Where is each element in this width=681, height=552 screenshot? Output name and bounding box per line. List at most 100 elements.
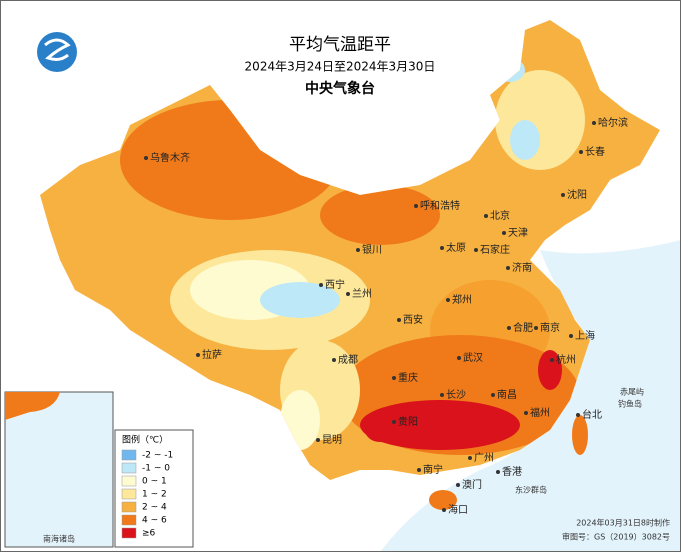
legend-label: -2 ~ -1	[142, 451, 173, 461]
city-dot	[414, 204, 418, 208]
city-dot	[196, 353, 200, 357]
city-label: 沈阳	[567, 188, 587, 201]
city-dot	[550, 358, 554, 362]
legend-label: ≥6	[142, 529, 156, 539]
title: 平均气温距平	[289, 35, 391, 55]
date-range: 2024年3月24日至2024年3月30日	[245, 60, 436, 74]
inset-land	[5, 392, 60, 420]
city-label: 南昌	[497, 388, 517, 401]
city-label: 天津	[508, 227, 528, 239]
city-label: 石家庄	[480, 243, 510, 256]
city-dot	[392, 376, 396, 380]
legend-swatch	[121, 488, 137, 500]
city-dot	[507, 326, 511, 330]
city-label: 昆明	[322, 434, 342, 446]
city-label: 重庆	[398, 371, 418, 384]
legend-title: 图例（℃）	[122, 434, 168, 446]
legend-swatch	[121, 514, 137, 526]
city-label: 广州	[474, 452, 494, 464]
city-dot	[316, 438, 320, 442]
city-dot	[491, 393, 495, 397]
city-dot	[496, 470, 500, 474]
city-dot	[592, 121, 596, 125]
city-dot	[417, 468, 421, 472]
city-label: 济南	[512, 261, 532, 274]
city-dot	[579, 150, 583, 154]
city-label: 拉萨	[202, 348, 222, 361]
city-label: 兰州	[352, 287, 372, 300]
city-dot	[319, 283, 323, 287]
city-label: 哈尔滨	[598, 116, 628, 129]
city-label: 海口	[448, 503, 468, 516]
inset-box	[4, 391, 114, 548]
city-label: 福州	[530, 406, 550, 419]
city-label: 合肥	[513, 321, 533, 334]
city-label: 西安	[403, 313, 423, 326]
city-label: 郑州	[452, 293, 472, 306]
city-label: 银川	[362, 243, 382, 256]
island-label: 东沙群岛	[515, 485, 547, 495]
legend-label: 4 ~ 6	[142, 516, 167, 526]
taiwan	[572, 415, 588, 455]
city-label: 呼和浩特	[420, 200, 460, 212]
city-dot	[468, 456, 472, 460]
city-label: 南宁	[423, 463, 443, 476]
legend-label: 2 ~ 4	[142, 503, 167, 513]
legend-label: 1 ~ 2	[142, 490, 167, 500]
city-label: 杭州	[556, 353, 576, 366]
legend-swatch	[121, 462, 137, 474]
city-dot	[569, 334, 573, 338]
city-dot	[392, 420, 396, 424]
city-label: 台北	[582, 408, 602, 421]
city-dot	[457, 356, 461, 360]
legend-label: -1 ~ 0	[142, 464, 170, 474]
legend-swatch	[121, 449, 137, 461]
city-dot	[456, 483, 460, 487]
city-dot	[576, 413, 580, 417]
city-label: 太原	[446, 241, 466, 254]
city-label: 澳门	[462, 478, 482, 491]
city-label: 北京	[490, 209, 510, 222]
agency: 中央气象台	[305, 80, 375, 97]
footer-approval: 审图号：GS（2019）3082号	[562, 532, 670, 542]
island-label: 赤尾屿	[620, 388, 644, 397]
city-label: 成都	[338, 354, 358, 366]
city-dot	[332, 358, 336, 362]
city-label: 武汉	[463, 351, 483, 364]
city-dot	[502, 231, 506, 235]
city-dot	[474, 248, 478, 252]
city-label: 贵阳	[398, 415, 418, 428]
city-dot	[442, 508, 446, 512]
legend-label: 0 ~ 1	[142, 477, 167, 487]
city-label: 南京	[540, 321, 560, 334]
city-dot	[440, 246, 444, 250]
hainan	[429, 490, 457, 510]
city-dot	[446, 298, 450, 302]
inset-label: 南海诸岛	[43, 534, 75, 544]
city-dot	[506, 266, 510, 270]
city-dot	[346, 292, 350, 296]
legend-swatch	[121, 501, 137, 513]
city-dot	[440, 393, 444, 397]
city-label: 香港	[502, 466, 522, 478]
city-dot	[524, 411, 528, 415]
city-label: 上海	[575, 329, 595, 342]
city-dot	[397, 318, 401, 322]
city-label: 长沙	[446, 389, 466, 401]
city-dot	[144, 156, 148, 160]
island-label: 钓鱼岛	[618, 399, 642, 409]
footer-made: 2024年03月31日8时制作	[576, 518, 670, 528]
logo-mark	[44, 38, 71, 61]
legend-swatch	[121, 527, 137, 539]
city-label: 长春	[585, 146, 605, 158]
sea	[380, 240, 681, 552]
city-label: 西宁	[325, 278, 345, 291]
city-dot	[356, 248, 360, 252]
city-dot	[561, 193, 565, 197]
legend-swatch	[121, 475, 137, 487]
legend-box	[114, 429, 194, 548]
city-dot	[534, 326, 538, 330]
city-label: 乌鲁木齐	[150, 151, 190, 164]
city-dot	[484, 214, 488, 218]
